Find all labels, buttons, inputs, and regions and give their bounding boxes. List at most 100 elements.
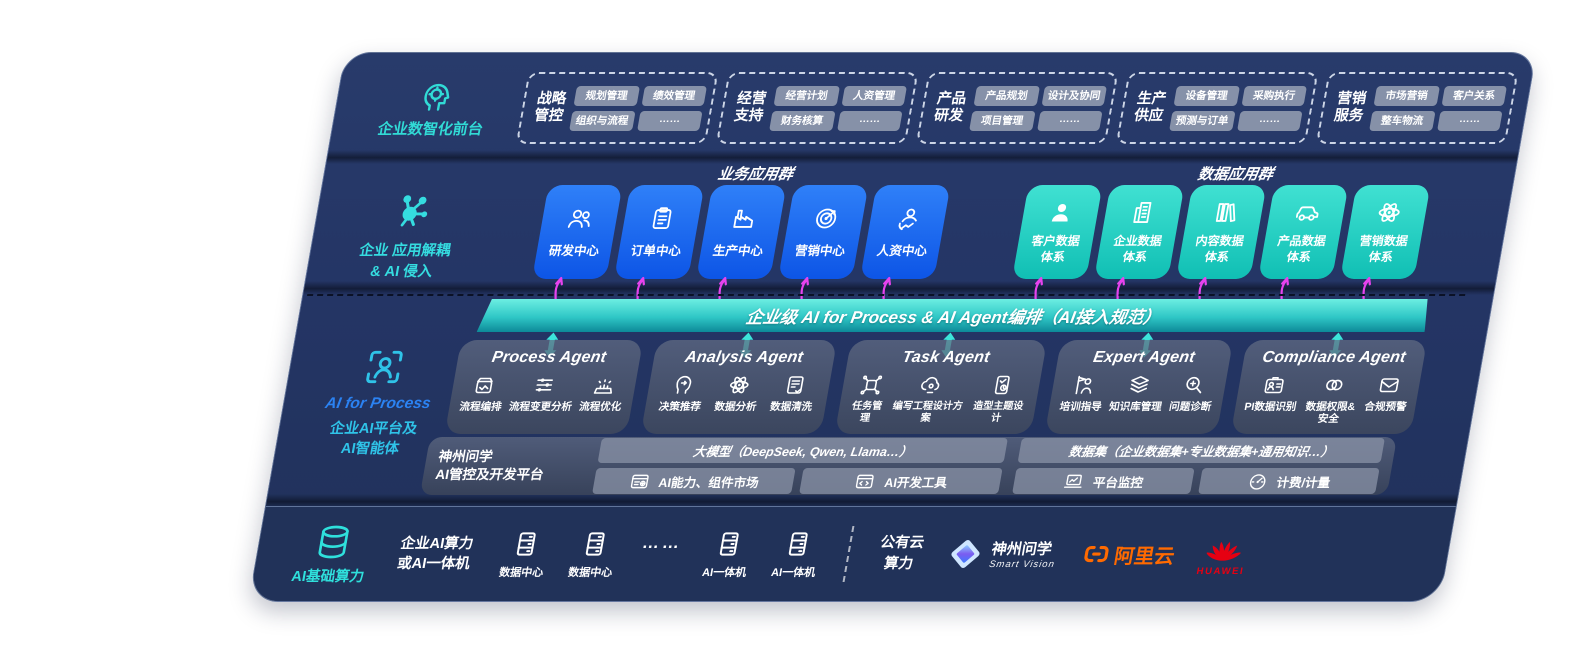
sliders-icon — [530, 373, 558, 397]
function-chip: 市场营销 — [1373, 85, 1440, 106]
cloud-gear-icon — [917, 373, 945, 397]
group-chips: 产品规划 设计及协同 项目管理 …… — [969, 85, 1108, 131]
huawei-text: HUAWEI — [1195, 566, 1246, 577]
function-chip: …… — [636, 110, 703, 131]
group-title: 战略 管控 — [532, 90, 568, 124]
target-icon — [810, 205, 842, 232]
books-icon — [1209, 199, 1241, 226]
database-icon — [310, 522, 357, 562]
front-office-label: 企业数智化前台 — [376, 120, 485, 138]
function-chip: …… — [1436, 110, 1503, 131]
people-flow-icon — [892, 205, 924, 232]
billing-cell: 计费/计量 — [1197, 468, 1380, 494]
group-product: 产品 研发 产品规划 设计及协同 项目管理 …… — [915, 72, 1119, 144]
app-box-label: 订单中心 — [629, 244, 683, 258]
agent-capabilities: 任务管理 编写工程设计方案 造型主题设计 — [844, 373, 1033, 424]
function-chip: …… — [836, 110, 903, 131]
smart-vision-logo: 神州问学 Smart Vision — [944, 536, 1060, 572]
app-box-label: 生产中心 — [711, 244, 765, 258]
huawei-logo: HUAWEI — [1196, 531, 1252, 577]
dev-tools-cell: AI开发工具 — [799, 468, 1003, 494]
alibaba-bracket-icon — [1079, 539, 1114, 569]
model-cells: AI能力、组件市场 AI开发工具 — [592, 468, 1003, 494]
scan-person-icon — [359, 345, 411, 389]
datacenter-node: 数据中心 — [498, 529, 551, 580]
group-chips: 经营计划 人资管理 财务核算 …… — [769, 85, 908, 131]
group-marketing: 营销 服务 市场营销 客户关系 整车物流 …… — [1315, 72, 1519, 144]
group-chips: 规划管理 绩效管理 组织与流程 …… — [569, 85, 708, 131]
function-chip: 设计及协同 — [1041, 85, 1108, 106]
function-chip: …… — [1236, 110, 1303, 131]
agent-process: Process Agent 流程编排 流程变更分析 流程优化 — [444, 340, 644, 434]
users-icon — [564, 205, 596, 232]
dev-tools-icon — [853, 471, 878, 492]
capability: 任务管理 — [844, 373, 892, 424]
data-box-product: 产品数据体系 — [1257, 185, 1349, 279]
enterprise-compute-label: 企业AI算力 或AI一体机 — [395, 535, 475, 572]
function-chip: 预测与订单 — [1169, 110, 1236, 131]
capability: 合规预警 — [1363, 373, 1412, 413]
capability: 知识库管理 — [1108, 373, 1168, 413]
function-chip: 采购执行 — [1241, 85, 1308, 106]
band-divider — [303, 281, 1496, 295]
group-title: 经营 支持 — [732, 90, 768, 124]
function-chip: 人资管理 — [841, 85, 908, 106]
capability: 决策推荐 — [658, 373, 707, 413]
agent-task: Task Agent 任务管理 编写工程设计方案 造型主题设计 — [834, 340, 1048, 434]
capability: PI数据识别 — [1243, 373, 1302, 413]
data-box-label: 产品数据体系 — [1276, 233, 1327, 264]
ai-appliance-node: AI一体机 — [701, 529, 754, 580]
group-title: 生产 供应 — [1132, 90, 1168, 124]
function-chip: 经营计划 — [773, 85, 840, 106]
function-chip: 产品规划 — [973, 85, 1040, 106]
infra-label: AI基础算力 — [290, 569, 366, 585]
user-icon — [1045, 199, 1077, 226]
capability: 数据清洗 — [769, 373, 818, 413]
architecture-panel: 企业数智化前台 战略 管控 规划管理 绩效管理 组织与流程 …… 经营 支持 经营计… — [248, 52, 1538, 602]
capability: 问题诊断 — [1168, 373, 1217, 413]
building-icon — [1127, 199, 1159, 226]
smart-vision-text: 神州问学 Smart Vision — [988, 541, 1056, 570]
ai-for-process-label: AI for Process — [323, 395, 433, 412]
function-chip: 项目管理 — [969, 110, 1036, 131]
capability: 数据分析 — [713, 373, 762, 413]
data-box-customer: 客户数据体系 — [1011, 185, 1103, 279]
function-chip: 规划管理 — [573, 85, 640, 106]
function-chip: 整车物流 — [1369, 110, 1436, 131]
app-box-rd-center: 研发中心 — [531, 185, 623, 279]
data-app-row: 客户数据体系 企业数据体系 内容数据体系 产品数据体系 营销数据体系 — [1011, 185, 1431, 279]
capability: 流程编排 — [458, 373, 507, 413]
agent-title: Task Agent — [901, 349, 992, 366]
brain-head-icon — [415, 78, 457, 114]
function-chip: …… — [1036, 110, 1103, 131]
agent-capabilities: 流程编排 流程变更分析 流程优化 — [456, 373, 629, 413]
front-office-left: 企业数智化前台 — [341, 78, 528, 139]
function-chip: 绩效管理 — [641, 85, 708, 106]
dashed-divider — [842, 526, 855, 582]
layers-icon — [1125, 373, 1153, 397]
server-icon — [712, 529, 747, 559]
monitor-icon — [1061, 471, 1086, 492]
diagnose-icon — [1180, 373, 1208, 397]
app-box-hr-center: 人资中心 — [859, 185, 951, 279]
server-icon — [578, 529, 613, 559]
factory-icon — [728, 205, 760, 232]
decouple-left: 企业 应用解耦 & AI 侵入 — [311, 189, 504, 283]
optimize-icon — [590, 373, 618, 397]
capability: 造型主题设计 — [966, 373, 1034, 424]
app-market-icon — [627, 471, 652, 492]
capability: 编写工程设计方案 — [886, 373, 973, 424]
alibaba-cloud-text: 阿里云 — [1112, 545, 1177, 568]
public-cloud-label: 公有云 算力 — [879, 534, 926, 572]
group-strategy: 战略 管控 规划管理 绩效管理 组织与流程 …… — [515, 72, 719, 144]
app-box-order-center: 订单中心 — [613, 185, 705, 279]
doc-clean-icon — [781, 373, 809, 397]
ellipsis-label: …… — [640, 533, 685, 552]
datacenter-node: 数据中心 — [567, 529, 620, 580]
separator-dashed-line — [306, 294, 1466, 296]
front-office-band: 企业数智化前台 战略 管控 规划管理 绩效管理 组织与流程 …… 经营 支持 经营计… — [338, 63, 1520, 153]
group-chips: 市场营销 客户关系 整车物流 …… — [1369, 85, 1508, 131]
function-chip: 财务核算 — [769, 110, 836, 131]
car-icon — [1291, 199, 1323, 226]
business-apps-title: 业务应用群 — [716, 166, 795, 183]
